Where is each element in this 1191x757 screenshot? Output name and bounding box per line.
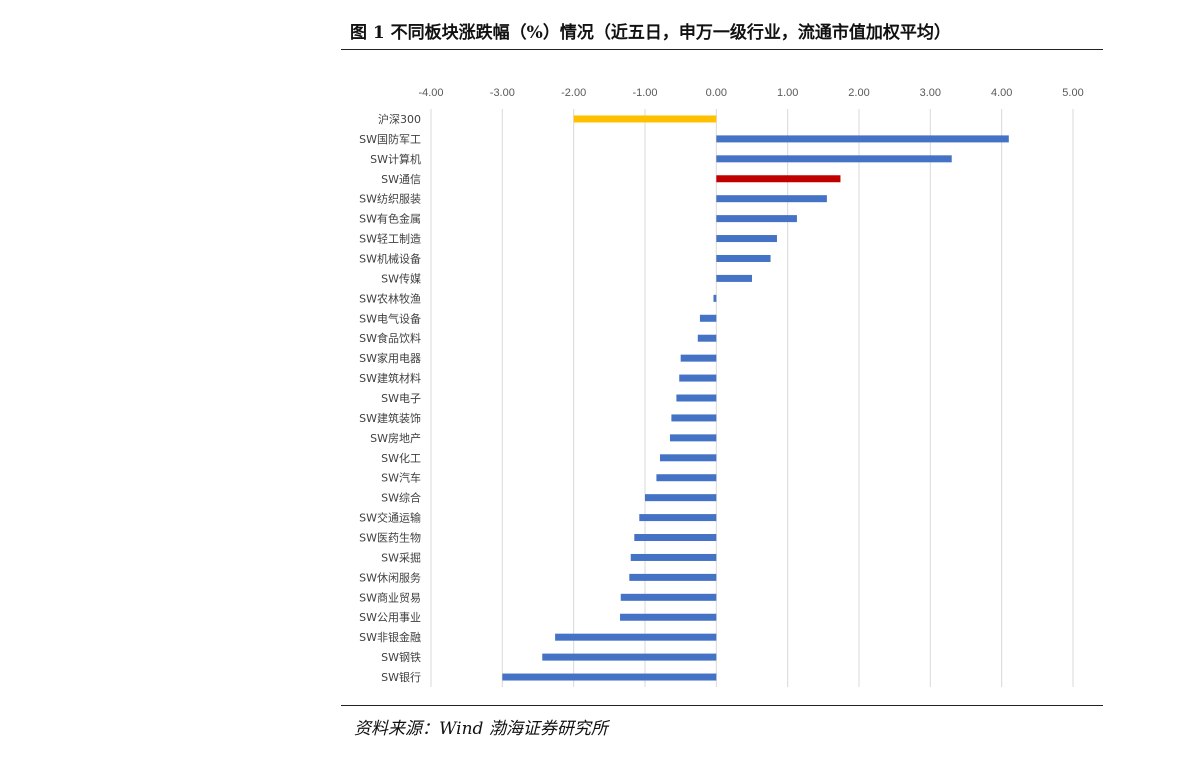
- category-label: SW交通运输: [359, 511, 421, 525]
- category-label: SW房地产: [370, 431, 421, 445]
- bar: [716, 155, 952, 163]
- category-label: SW公用事业: [359, 611, 421, 624]
- x-tick-label: 1.00: [777, 87, 798, 99]
- bar: [573, 115, 717, 123]
- category-label: SW建筑材料: [359, 371, 421, 385]
- category-label: SW银行: [381, 670, 421, 684]
- category-label: SW农林牧渔: [359, 291, 421, 305]
- bar: [645, 494, 717, 502]
- category-label: SW汽车: [381, 471, 421, 485]
- category-label: SW商业贸易: [359, 590, 421, 604]
- category-label: SW钢铁: [381, 651, 421, 664]
- bar: [716, 215, 797, 223]
- category-label: SW轻工制造: [359, 232, 421, 246]
- bar: [716, 235, 777, 243]
- x-tick-label: 0.00: [706, 87, 727, 99]
- bar: [699, 314, 717, 322]
- category-label: 沪深300: [378, 112, 421, 126]
- bar: [629, 573, 717, 581]
- bar: [716, 135, 1009, 143]
- bar: [630, 553, 717, 561]
- bar: [676, 394, 717, 402]
- category-label: SW化工: [381, 451, 421, 465]
- category-label: SW电子: [381, 392, 421, 405]
- category-label: SW有色金属: [359, 212, 421, 226]
- bar: [502, 673, 717, 681]
- bar: [713, 294, 717, 302]
- category-label: SW国防军工: [359, 132, 421, 146]
- category-labels: 沪深300 SW国防军工 SW计算机 SW通信 SW纺织服装 SW有色金属 SW轻工制造 SW…: [359, 112, 421, 684]
- bar: [697, 334, 717, 342]
- bottom-rule: [341, 705, 1103, 706]
- category-label: SW纺织服装: [359, 192, 421, 206]
- bar: [669, 434, 717, 442]
- bar: [542, 653, 717, 661]
- category-label: SW计算机: [370, 152, 421, 166]
- bar: [716, 195, 827, 203]
- category-label: SW家用电器: [359, 351, 421, 365]
- figure-title: 图 1 不同板块涨跌幅（%）情况（近五日，申万一级行业，流通市值加权平均）: [350, 23, 951, 43]
- category-label: SW食品饮料: [359, 331, 421, 345]
- x-tick-label: -1.00: [632, 87, 657, 99]
- top-rule: [341, 49, 1103, 50]
- bar: [716, 274, 752, 282]
- category-label: SW机械设备: [359, 251, 421, 265]
- x-axis-ticks: -4.00 -3.00 -2.00 -1.00 0.00 1.00 2.00 3.00 4.00…: [418, 87, 1083, 99]
- category-label: SW建筑装饰: [359, 411, 421, 425]
- bar: [634, 534, 717, 542]
- category-label: SW综合: [381, 491, 421, 505]
- bar: [659, 454, 717, 462]
- gridlines: [430, 109, 1074, 687]
- bar: [656, 474, 717, 482]
- category-label: SW通信: [381, 173, 421, 186]
- source-note: 资料来源：Wind 渤海证券研究所: [354, 719, 608, 739]
- bar: [620, 593, 717, 601]
- category-label: SW电气设备: [359, 311, 421, 325]
- bar: [620, 613, 717, 621]
- x-tick-label: -2.00: [561, 87, 586, 99]
- x-tick-label: 2.00: [848, 87, 869, 99]
- bar: [680, 354, 717, 362]
- x-tick-label: -4.00: [418, 87, 443, 99]
- category-label: SW非银金融: [359, 630, 421, 644]
- bar: [716, 175, 841, 183]
- bar: [716, 254, 771, 262]
- x-tick-label: 4.00: [991, 87, 1012, 99]
- category-label: SW采掘: [381, 550, 421, 564]
- bar: [679, 374, 717, 382]
- x-tick-label: -3.00: [490, 87, 515, 99]
- bar: [639, 514, 717, 522]
- category-label: SW休闲服务: [359, 570, 421, 584]
- x-tick-label: 3.00: [920, 87, 941, 99]
- bar: [555, 633, 717, 641]
- bar: [671, 414, 717, 422]
- bars: [502, 115, 1009, 681]
- x-tick-label: 5.00: [1062, 87, 1083, 99]
- category-label: SW传媒: [381, 272, 421, 285]
- category-label: SW医药生物: [359, 531, 421, 545]
